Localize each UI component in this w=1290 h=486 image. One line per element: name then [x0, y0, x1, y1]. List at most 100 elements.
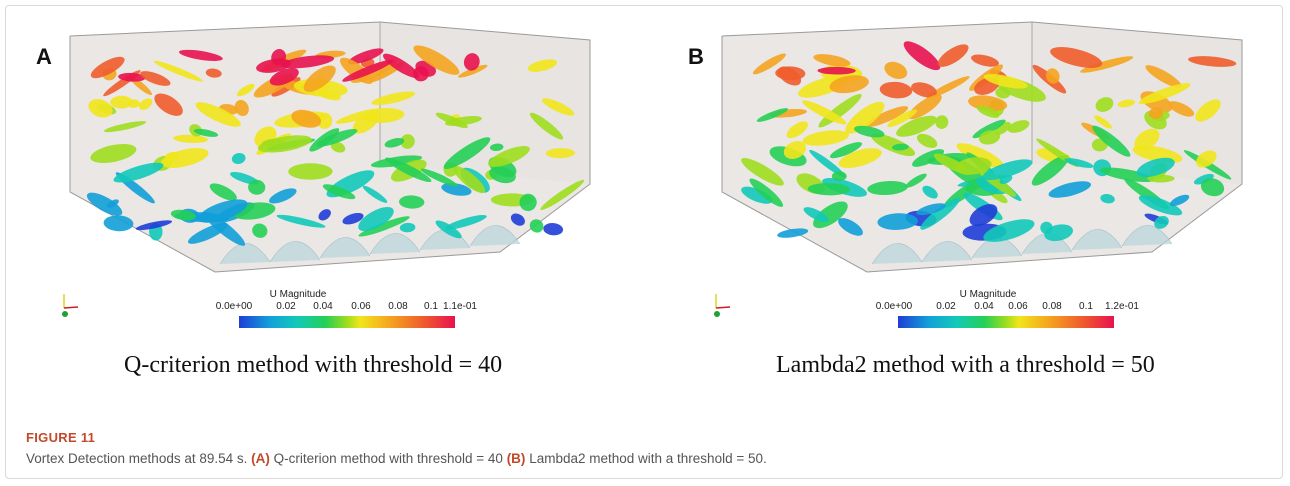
vortex-blob	[1092, 125, 1131, 157]
vortex-blob	[510, 213, 525, 226]
vortex-blob	[937, 44, 969, 67]
colorbar-tick: 0.08	[1042, 301, 1062, 312]
vortex-blob	[322, 184, 356, 200]
vortex-blob	[262, 138, 283, 147]
vortex-blob	[971, 54, 999, 67]
vortex-blob	[385, 157, 432, 183]
vortex-blob	[458, 64, 488, 78]
vortex-blob	[1050, 47, 1103, 68]
vortex-blob	[920, 197, 960, 230]
vortex-blob	[140, 71, 171, 86]
vortex-blob	[802, 130, 850, 146]
vortex-blob	[777, 66, 802, 86]
orientation-axes-icon	[714, 294, 731, 317]
vortex-blob	[545, 148, 575, 159]
colorbar-tick: 0.0e+00	[215, 301, 253, 312]
vortex-blob	[867, 180, 908, 196]
vortex-blob	[400, 134, 415, 149]
vortex-blob	[399, 222, 416, 233]
vortex-blob	[896, 115, 937, 137]
vortex-blob	[529, 219, 544, 233]
panel-subcaption: Lambda2 method with a threshold = 50	[776, 352, 1155, 378]
vortex-blob	[829, 142, 863, 159]
vortex-blob	[879, 81, 913, 99]
vortex-blob	[103, 215, 134, 232]
vortex-blob	[916, 133, 938, 148]
vortex-blob	[173, 134, 208, 143]
vortex-blob	[330, 141, 346, 153]
caption-tag-b: (B)	[506, 451, 526, 466]
vortex-blob	[342, 212, 364, 225]
vortex-blob	[1117, 99, 1136, 108]
vortex-blob	[809, 149, 846, 178]
vortex-blob	[441, 183, 472, 196]
colorbar-title: U Magnitude	[269, 289, 327, 300]
figure-label: FIGURE 11	[26, 430, 96, 445]
vortex-blob	[802, 100, 847, 125]
vortex-blob	[1147, 174, 1175, 183]
vortex-blob	[871, 133, 916, 157]
vortex-blob	[969, 204, 998, 227]
vortex-blob	[288, 163, 333, 180]
vortex-blob	[854, 125, 885, 138]
vortex-blob	[164, 151, 180, 162]
vortex-blob	[88, 99, 113, 118]
vortex-blob	[348, 48, 384, 65]
vortex-blob	[529, 112, 564, 140]
colorbar-tick: 0.06	[1008, 301, 1028, 312]
vortex-blob	[269, 68, 299, 86]
colorbar-tick: 1.1e-01	[443, 301, 477, 312]
vortex-blob	[916, 203, 946, 216]
vortex-blob	[236, 83, 255, 97]
vortex-blob	[972, 119, 1006, 139]
vortex-blob	[205, 68, 222, 78]
panel-b: B U Magnitude 0.0e+00 0.02 0.04 0.06 0.0…	[682, 14, 1290, 418]
colorbar-tick: 0.1	[424, 301, 438, 312]
caption-text-b: Lambda2 method with a threshold = 50.	[529, 451, 767, 466]
colorbar-tick: 0.02	[936, 301, 956, 312]
vortex-blob	[1168, 101, 1195, 117]
vortex-blob	[884, 61, 908, 80]
vortex-blob	[269, 188, 297, 204]
vortex-blob	[995, 87, 1011, 99]
vortex-blob	[1136, 157, 1175, 178]
vortex-blob	[170, 209, 196, 221]
vortex-blob	[248, 179, 266, 195]
colorbar-tick: 0.02	[276, 301, 296, 312]
vortex-blob	[994, 121, 1011, 135]
colorbar-tick: 0.04	[313, 301, 333, 312]
vortex-blob	[178, 49, 223, 61]
vortex-blob	[887, 109, 918, 128]
vortex-blob	[752, 53, 786, 75]
vortex-blob	[443, 137, 491, 170]
vortex-blob	[527, 59, 558, 72]
vortex-blob	[955, 157, 992, 175]
vortex-blob	[86, 192, 123, 216]
vortex-blob	[892, 143, 909, 151]
vortex-blob	[1031, 155, 1069, 186]
vortex-blob	[519, 193, 537, 212]
vortex-blob	[865, 106, 909, 128]
vortex-blob	[905, 173, 927, 188]
vortex-blob	[1138, 195, 1183, 216]
vortex-blob	[489, 143, 504, 152]
vortex-blob	[1080, 56, 1134, 73]
vortex-blob	[113, 162, 164, 183]
colorbar	[898, 316, 1114, 328]
vortex-blob	[829, 75, 869, 94]
vortex-blob	[413, 45, 460, 75]
panel-a: A U Magnitude 0.0e+00 0.02 0.04 0.06 0.0…	[30, 14, 650, 418]
vortex-blob	[198, 199, 248, 223]
vortex-blob	[358, 207, 394, 232]
vortex-blob	[1154, 215, 1169, 229]
vortex-blob	[983, 74, 1028, 89]
vortex-blob	[1064, 158, 1094, 168]
vortex-blob	[488, 146, 530, 167]
vortex-blob	[362, 185, 388, 203]
vortex-blob	[1099, 167, 1155, 183]
vortex-blob	[1100, 194, 1115, 204]
vortex-blob	[383, 53, 420, 79]
vortex-blob	[912, 149, 945, 167]
vortex-blob	[453, 165, 486, 194]
colorbar-tick: 0.0e+00	[875, 301, 913, 312]
